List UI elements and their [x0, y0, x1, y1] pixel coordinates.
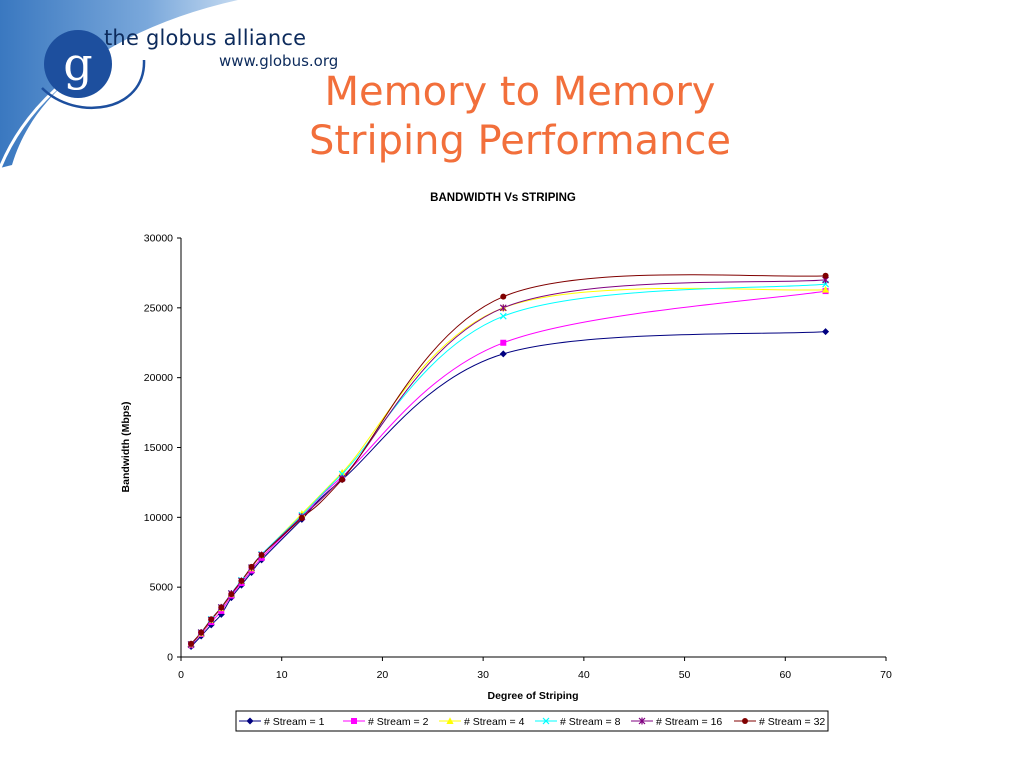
- legend-item-1: # Stream = 1: [239, 716, 325, 728]
- series-line-1: [190, 331, 826, 647]
- series-line-2: [190, 290, 826, 646]
- legend-item-3: # Stream = 4: [439, 716, 525, 728]
- y-axis-label: Bandwidth (Mbps): [120, 402, 132, 493]
- x-tick-label: 60: [779, 669, 791, 681]
- brand-url: www.globus.org: [219, 52, 339, 70]
- y-tick-label: 25000: [144, 302, 173, 314]
- data-point: [822, 272, 829, 279]
- data-point: [298, 515, 305, 522]
- data-point: [258, 552, 265, 559]
- slide-title-line-1: Memory to Memory: [324, 69, 716, 115]
- legend-swatch-marker: [742, 718, 748, 724]
- y-tick-label: 0: [167, 652, 173, 664]
- y-tick-label: 15000: [144, 442, 173, 454]
- x-tick-label: 70: [880, 669, 892, 681]
- legend-label: # Stream = 32: [759, 716, 825, 728]
- legend-item-2: # Stream = 2: [343, 716, 429, 728]
- data-point: [339, 476, 346, 483]
- y-tick-label: 10000: [144, 512, 173, 524]
- data-point: [228, 591, 235, 598]
- legend-label: # Stream = 2: [368, 716, 429, 728]
- legend-swatch-marker: [542, 717, 550, 725]
- data-point: [238, 577, 245, 584]
- data-point: [822, 328, 830, 336]
- series-line-6: [190, 274, 826, 645]
- series-markers-6: [188, 272, 829, 647]
- chart-title: BANDWIDTH Vs STRIPING: [430, 192, 576, 204]
- data-point: [821, 285, 830, 293]
- data-point: [500, 293, 507, 300]
- series-markers-2: [188, 288, 829, 649]
- series-line-4: [190, 283, 826, 645]
- x-tick-label: 30: [477, 669, 489, 681]
- legend-swatch-marker: [638, 717, 646, 725]
- x-tick-label: 20: [377, 669, 389, 681]
- logo-letter: g: [63, 37, 92, 91]
- data-point: [218, 604, 225, 611]
- data-point: [500, 339, 507, 346]
- legend: # Stream = 1 # Stream = 2 # Stream = 4 # St…: [235, 710, 829, 732]
- axes: 0 5000 10000 15000 20000 25000 30000 0 10 20 30 40 5…: [144, 233, 892, 682]
- legend-item-4: # Stream = 8: [535, 716, 621, 728]
- data-point: [248, 563, 255, 570]
- data-point: [338, 468, 346, 476]
- data-point: [499, 304, 507, 312]
- y-tick-label: 5000: [150, 582, 174, 594]
- legend-box: [235, 710, 829, 732]
- legend-swatch-marker: [246, 717, 254, 725]
- slide-title-line-2: Striping Performance: [308, 118, 732, 164]
- data-point: [198, 629, 205, 636]
- y-tick-label: 30000: [144, 233, 173, 245]
- series-lines: [190, 274, 826, 647]
- legend-swatch-marker: [351, 718, 357, 724]
- series-markers-1: [187, 328, 830, 651]
- brand-name: the globus alliance: [104, 26, 307, 50]
- x-tick-label: 40: [578, 669, 590, 681]
- legend-item-5: # Stream = 16: [631, 716, 722, 728]
- legend-label: # Stream = 8: [560, 716, 621, 728]
- series-line-3: [190, 287, 826, 645]
- x-tick-label: 0: [178, 669, 184, 681]
- legend-label: # Stream = 16: [656, 716, 722, 728]
- series-markers: [187, 272, 830, 651]
- y-tick-label: 20000: [144, 372, 173, 384]
- legend-label: # Stream = 4: [464, 716, 525, 728]
- series-markers-5: [187, 276, 829, 648]
- data-point: [188, 640, 195, 647]
- x-tick-label: 50: [679, 669, 691, 681]
- series-markers-4: [187, 280, 829, 648]
- legend-item-6: # Stream = 32: [734, 716, 825, 728]
- x-tick-label: 10: [276, 669, 288, 681]
- data-point: [208, 616, 215, 623]
- legend-swatch-marker: [446, 717, 454, 724]
- data-point: [499, 350, 507, 358]
- legend-label: # Stream = 1: [264, 716, 325, 728]
- globus-logo-icon: g: [41, 30, 146, 109]
- series-line-5: [190, 279, 826, 645]
- series-markers-3: [187, 285, 830, 648]
- x-axis-label: Degree of Striping: [487, 690, 578, 702]
- slide-title: Memory to Memory Striping Performance: [250, 68, 790, 166]
- data-point: [499, 312, 507, 320]
